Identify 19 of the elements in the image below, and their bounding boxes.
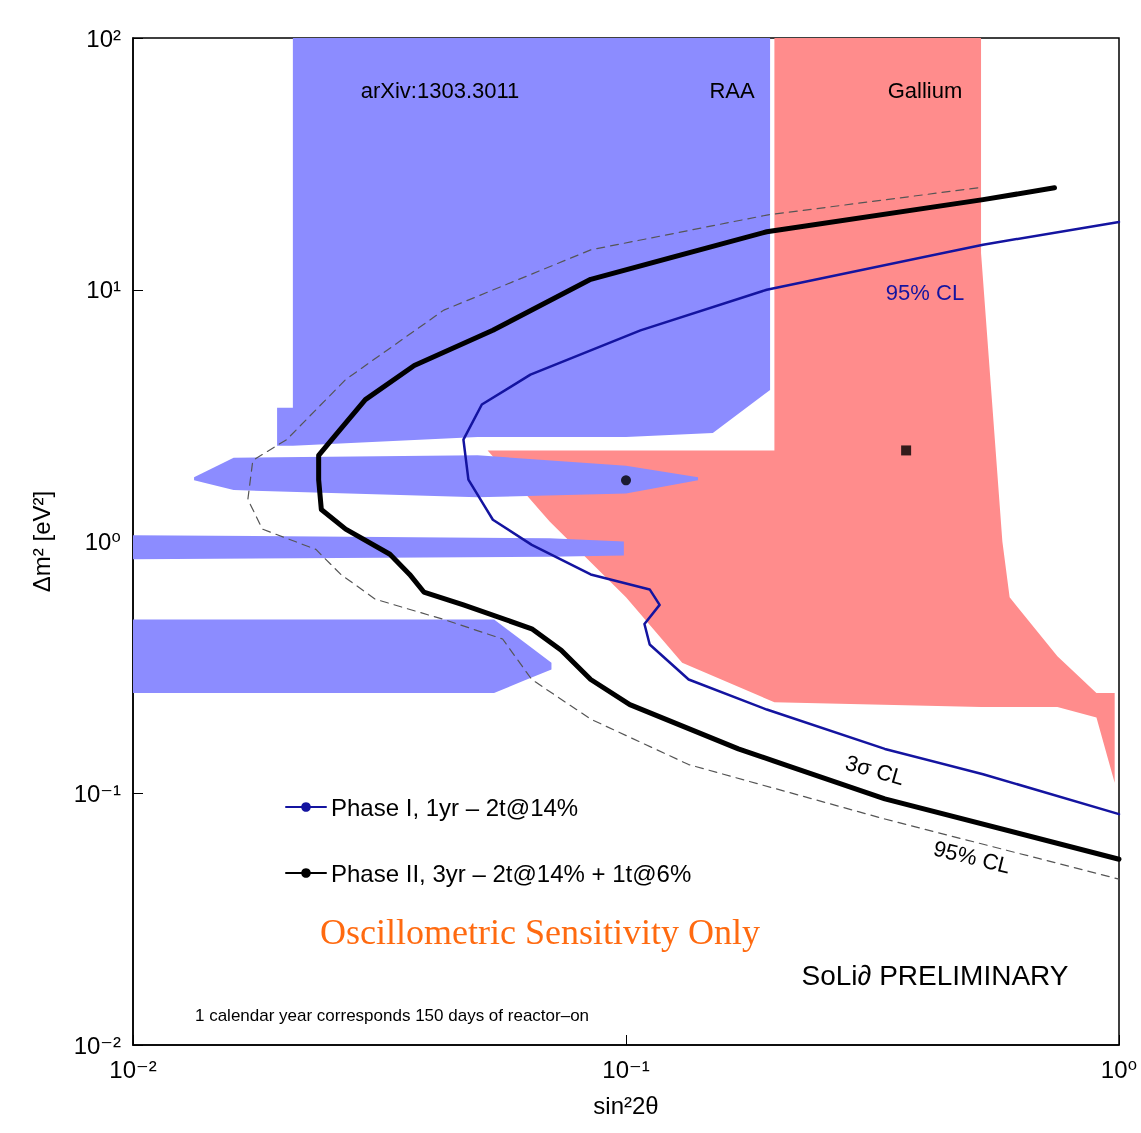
annotation: Oscillometric Sensitivity Only xyxy=(320,912,760,952)
annotation: RAA xyxy=(709,77,755,103)
annotation: 95% CL xyxy=(931,835,1013,879)
x-axis-title: sin²2θ xyxy=(593,1091,659,1119)
y-tick-label: 10¹ xyxy=(86,276,122,304)
y-tick-label: 10⁻¹ xyxy=(73,779,121,807)
x-tick-label: 10⁻¹ xyxy=(602,1055,650,1083)
annotation: Gallium xyxy=(887,77,963,103)
y-tick-label: 10⁰ xyxy=(84,528,121,555)
annotation: SoLi∂ PRELIMINARY xyxy=(801,959,1069,991)
annotation: 3σ CL xyxy=(842,749,908,791)
annotation: 95% CL xyxy=(885,279,965,305)
annotation: 1 calendar year corresponds 150 days of reactor–on xyxy=(194,1005,590,1025)
legend-label: Phase I, 1yr – 2t@14% xyxy=(331,793,579,821)
y-tick-label: 10² xyxy=(86,24,122,52)
y-axis-title: Δm² [eV²] xyxy=(27,490,55,593)
legend-label: Phase II, 3yr – 2t@14% + 1t@6% xyxy=(331,859,692,887)
x-tick-label: 10⁰ xyxy=(1100,1055,1138,1083)
annotation: arXiv:1303.3011 xyxy=(360,77,520,103)
